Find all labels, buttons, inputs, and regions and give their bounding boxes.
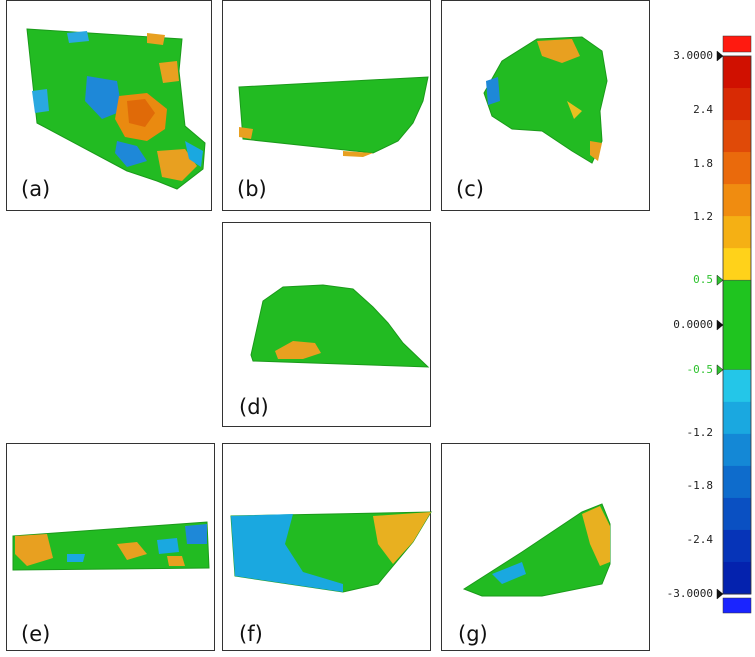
legend-marker — [716, 364, 724, 376]
legend-band-negative — [723, 465, 751, 499]
legend-band-negative — [723, 433, 751, 467]
deviation-shape-a — [26, 28, 206, 190]
legend-tick-label: 2.4 — [693, 102, 713, 116]
panel-label-d: (d) — [239, 395, 269, 419]
panel-d: (d) — [222, 222, 431, 427]
legend-tick-label: 0.0000 — [673, 318, 713, 331]
panel-b: (b) — [222, 0, 431, 211]
deviation-shape-b — [238, 76, 429, 157]
deviation-shape-g — [462, 503, 611, 597]
legend-tick-label: -1.2 — [686, 425, 714, 439]
panel-g: (g) — [441, 443, 650, 651]
panel-label-g: (g) — [458, 622, 488, 646]
legend-band-positive — [723, 184, 751, 217]
legend-band-negative — [723, 497, 751, 531]
panel-label-c: (c) — [456, 177, 484, 201]
deviation-shape-d — [250, 284, 430, 368]
legend-tick-label: 3.0000 — [673, 49, 713, 62]
legend-marker — [716, 50, 724, 62]
panel-label-b: (b) — [237, 177, 267, 201]
legend-tick-label: -3.0000 — [666, 587, 713, 600]
legend-band-negative — [723, 401, 751, 435]
panel-f: (f) — [222, 443, 432, 651]
legend-band-negative — [723, 529, 751, 563]
legend-band-tolerance — [722, 279, 752, 371]
legend-band-negative — [723, 369, 751, 403]
legend-band-positive — [723, 120, 751, 153]
legend-band-positive — [723, 152, 751, 185]
legend-band-positive — [723, 56, 751, 89]
panel-label-e: (e) — [21, 622, 51, 646]
deviation-shape-c — [483, 36, 608, 164]
legend-band-positive — [723, 248, 751, 281]
legend-tick-label: 0.5 — [693, 273, 713, 287]
legend-marker — [716, 274, 724, 286]
legend-tick-label: 1.2 — [693, 210, 713, 224]
panel-c: (c) — [441, 0, 650, 211]
deviation-shape-e — [12, 521, 210, 571]
legend-band-positive — [723, 88, 751, 121]
legend-tick-label: -1.8 — [686, 479, 714, 493]
legend-marker — [716, 319, 724, 331]
legend-over-box — [722, 35, 752, 53]
panel-label-f: (f) — [239, 622, 263, 646]
legend-band-positive — [723, 216, 751, 249]
legend-band-negative — [723, 561, 751, 595]
legend-marker — [716, 588, 724, 600]
legend-under-box — [722, 597, 752, 614]
legend-tick-label: -0.5 — [686, 362, 714, 376]
panel-a: (a) — [6, 0, 212, 211]
deviation-shape-f — [230, 511, 432, 593]
legend-tick-label: 1.8 — [693, 156, 713, 170]
panel-e: (e) — [6, 443, 215, 651]
legend-tick-label: -2.4 — [686, 533, 714, 547]
panel-label-a: (a) — [21, 177, 51, 201]
